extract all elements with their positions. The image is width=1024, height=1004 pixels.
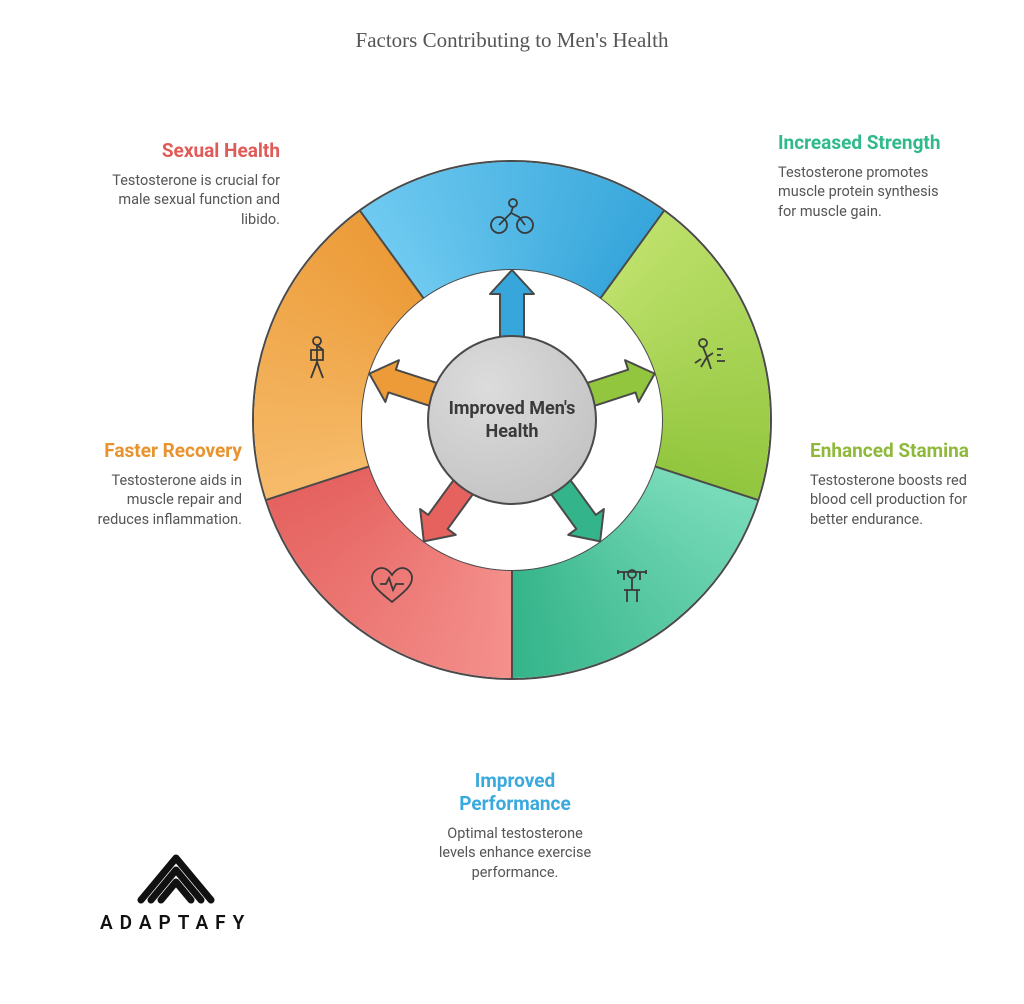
radial-diagram: Improved Men's Health (252, 160, 772, 680)
label-desc-stamina: Testosterone boosts red blood cell produ… (810, 471, 980, 530)
label-desc-recovery: Testosterone aids in muscle repair and r… (72, 471, 242, 530)
label-performance: Improved Performance Optimal testosteron… (430, 770, 600, 882)
weightlift-icon (607, 561, 657, 611)
label-title-stamina: Enhanced Stamina (810, 440, 980, 463)
brand-name: ADAPTAFY (100, 911, 251, 934)
brand-logo: ADAPTAFY (100, 850, 251, 934)
label-desc-sexual: Testosterone is crucial for male sexual … (110, 171, 280, 230)
label-title-recovery: Faster Recovery (72, 440, 242, 463)
heart-pulse-icon (367, 561, 417, 611)
logo-mark-icon (131, 850, 221, 905)
label-recovery: Faster Recovery Testosterone aids in mus… (72, 440, 242, 529)
label-stamina: Enhanced Stamina Testosterone boosts red… (810, 440, 980, 529)
page-title: Factors Contributing to Men's Health (0, 28, 1024, 53)
label-title-sexual: Sexual Health (110, 140, 280, 163)
label-desc-strength: Testosterone promotes muscle protein syn… (778, 163, 948, 222)
arm-sling-icon (292, 332, 342, 382)
center-hub: Improved Men's Health (427, 335, 597, 505)
cyclist-icon (487, 190, 537, 240)
label-strength: Increased Strength Testosterone promotes… (778, 132, 948, 221)
label-title-strength: Increased Strength (778, 132, 948, 155)
center-label: Improved Men's Health (441, 397, 583, 444)
runner-icon (682, 332, 732, 382)
label-desc-performance: Optimal testosterone levels enhance exer… (430, 824, 600, 883)
label-title-performance: Improved Performance (430, 770, 600, 816)
label-sexual: Sexual Health Testosterone is crucial fo… (110, 140, 280, 229)
